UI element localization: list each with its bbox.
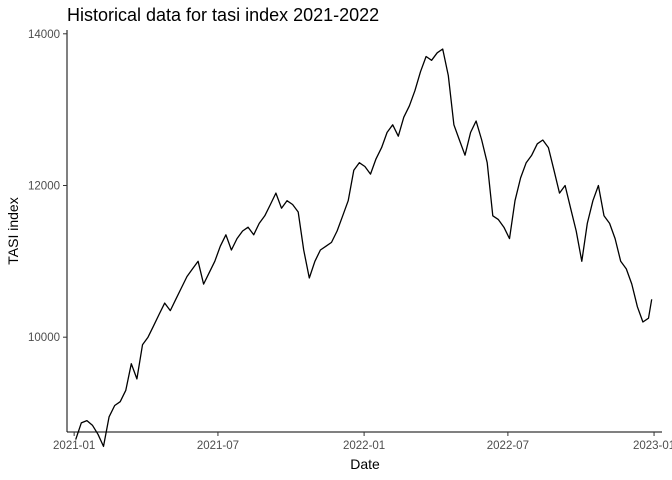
x-axis-title: Date xyxy=(350,456,380,472)
y-tick-label: 10000 xyxy=(28,332,60,344)
y-axis-ticks: 10000 12000 14000 xyxy=(28,29,67,344)
x-tick-label: 2021-01 xyxy=(53,440,95,452)
x-tick-label: 2021-07 xyxy=(197,440,239,452)
x-tick-label: 2022-01 xyxy=(343,440,385,452)
x-tick-label: 2023-01 xyxy=(633,440,672,452)
chart-title: Historical data for tasi index 2021-2022 xyxy=(67,5,379,25)
y-axis-title: TASI index xyxy=(5,197,21,264)
x-axis-ticks: 2021-01 2021-07 2022-01 2022-07 2023-01 xyxy=(53,432,672,452)
y-tick-label: 14000 xyxy=(28,29,60,41)
x-tick-label: 2022-07 xyxy=(487,440,529,452)
tasi-index-line xyxy=(75,48,653,448)
y-tick-label: 12000 xyxy=(28,180,60,192)
